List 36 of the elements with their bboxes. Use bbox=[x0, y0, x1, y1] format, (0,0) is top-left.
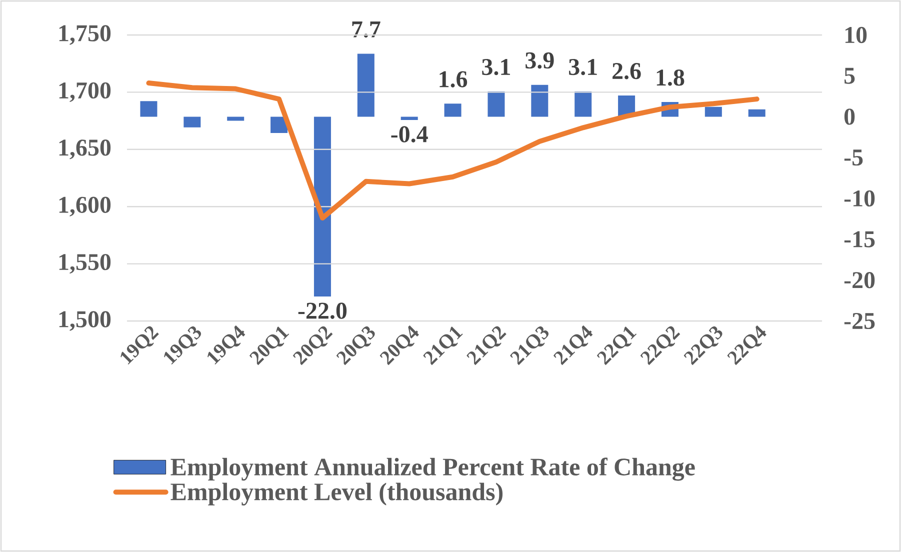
data-label: 3.9 bbox=[526, 52, 554, 69]
bar bbox=[357, 54, 374, 117]
bar bbox=[574, 91, 592, 117]
y2-tick-label: -25 bbox=[844, 312, 875, 330]
y2-tick-label: 0 bbox=[844, 108, 855, 125]
data-label: 1.8 bbox=[656, 69, 684, 86]
y-tick-label: 1,500 bbox=[59, 311, 111, 331]
data-label: 1.6 bbox=[440, 71, 468, 88]
y2-tick-label: -10 bbox=[844, 190, 875, 207]
y2-tick-label: 10 bbox=[845, 26, 867, 44]
y2-tick-label: 5 bbox=[844, 68, 855, 84]
y2-tick-label: -15 bbox=[844, 231, 875, 248]
bar bbox=[748, 109, 766, 117]
y-tick-label: 1,600 bbox=[59, 196, 111, 216]
bar bbox=[184, 116, 201, 128]
legend-label: Employment Level (thousands) bbox=[170, 482, 503, 506]
y-tick-label: 1,700 bbox=[59, 82, 111, 102]
bar bbox=[488, 91, 505, 117]
data-label: -22.0 bbox=[298, 302, 347, 319]
y-tick-label: 1,750 bbox=[59, 25, 111, 45]
bar bbox=[704, 106, 722, 117]
y2-tick-label: -5 bbox=[844, 150, 863, 166]
y-tick-label: 1,550 bbox=[59, 254, 111, 274]
data-label: 3.1 bbox=[569, 58, 597, 76]
bar bbox=[400, 116, 418, 120]
bar bbox=[444, 104, 462, 117]
bar bbox=[531, 84, 548, 117]
legend-label: Employment Annualized Percent Rate of Change bbox=[170, 458, 695, 481]
y2-tick-label: -20 bbox=[844, 272, 875, 288]
bar bbox=[314, 116, 331, 296]
data-label: 2.6 bbox=[612, 63, 641, 80]
data-label: 3.1 bbox=[482, 58, 510, 76]
y-tick-label: 1,650 bbox=[59, 140, 111, 160]
data-label: -0.4 bbox=[391, 126, 428, 142]
bar bbox=[140, 101, 158, 117]
bar bbox=[227, 116, 244, 121]
